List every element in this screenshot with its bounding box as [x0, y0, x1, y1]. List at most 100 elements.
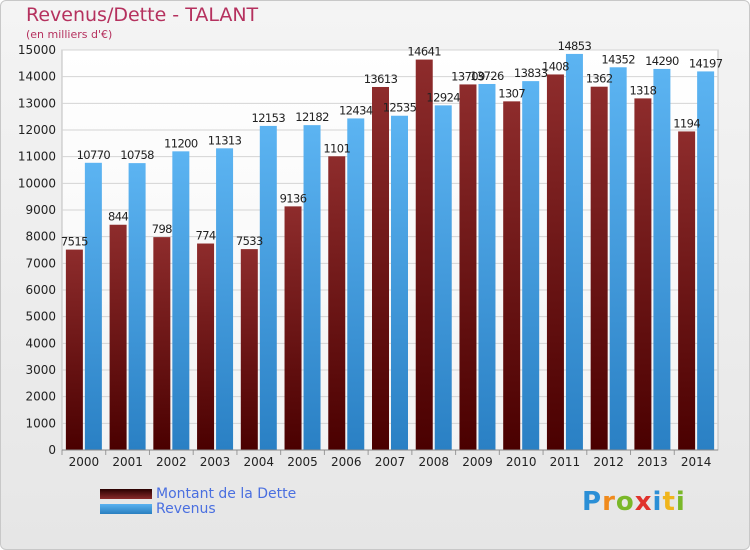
x-tick-label: 2004: [244, 455, 275, 469]
y-tick-label: 13000: [18, 96, 56, 110]
y-tick-label: 2000: [25, 390, 56, 404]
data-label: 1362: [586, 72, 613, 86]
x-tick-label: 2014: [681, 455, 712, 469]
data-label: 11313: [208, 133, 242, 147]
data-label: 13709: [451, 69, 485, 83]
bar-revenus: [522, 81, 540, 451]
data-label: 12535: [383, 101, 417, 115]
bar-dette: [328, 156, 346, 450]
bar-dette: [197, 243, 215, 450]
y-tick-label: 5000: [25, 310, 56, 324]
bar-dette: [503, 101, 521, 451]
x-tick-label: 2002: [156, 455, 187, 469]
x-tick-label: 2009: [462, 455, 493, 469]
x-tick-label: 2003: [200, 455, 231, 469]
data-label: 12434: [339, 103, 373, 117]
x-tick-label: 2013: [637, 455, 668, 469]
x-tick-label: 2007: [375, 455, 406, 469]
data-label: 9136: [280, 191, 307, 205]
y-tick-label: 12000: [18, 123, 56, 137]
data-label: 798: [152, 222, 172, 236]
bar-dette: [284, 206, 302, 450]
x-tick-label: 2001: [112, 455, 143, 469]
y-tick-label: 3000: [25, 363, 56, 377]
data-label: 14197: [689, 56, 723, 70]
data-label: 1101: [323, 141, 350, 155]
bar-dette: [590, 86, 608, 451]
data-label: 14290: [645, 54, 679, 68]
data-label: 1194: [673, 116, 700, 130]
data-label: 12153: [252, 111, 286, 125]
logo-letter: P: [582, 487, 603, 517]
bar-revenus: [216, 148, 234, 450]
logo-letter: i: [652, 487, 663, 517]
data-label: 1408: [542, 59, 569, 73]
bar-revenus: [172, 151, 190, 451]
bar-dette: [546, 74, 564, 450]
bar-revenus: [653, 68, 671, 450]
bar-dette: [415, 59, 433, 450]
y-tick-label: 14000: [18, 70, 56, 84]
legend-label-dette: Montant de la Dette: [156, 486, 297, 502]
y-tick-label: 6000: [25, 283, 56, 297]
bar-revenus: [391, 115, 408, 450]
x-tick-label: 2006: [331, 455, 362, 469]
x-tick-label: 2011: [550, 455, 581, 469]
x-tick-label: 2010: [506, 455, 537, 469]
bar-revenus: [609, 67, 627, 450]
y-tick-label: 9000: [25, 203, 56, 217]
data-label: 7533: [236, 234, 263, 248]
y-tick-label: 4000: [25, 336, 56, 350]
bar-revenus: [128, 163, 146, 450]
bar-dette: [240, 249, 258, 450]
logo-letter: o: [615, 487, 635, 517]
legend-swatch-dette: [100, 489, 152, 499]
bar-revenus: [259, 125, 277, 451]
data-label: 774: [195, 229, 215, 243]
logo-letter: i: [675, 487, 686, 517]
data-label: 1307: [498, 86, 525, 100]
y-tick-label: 11000: [18, 150, 56, 164]
data-label: 12182: [295, 110, 329, 124]
bar-revenus: [478, 83, 496, 451]
legend-item-dette: Montant de la Dette: [100, 486, 296, 502]
bar-dette: [678, 131, 696, 450]
data-label: 11200: [164, 136, 198, 150]
legend-item-revenus: Revenus: [100, 501, 216, 517]
bar-revenus: [697, 71, 715, 450]
data-label: 14853: [558, 39, 592, 53]
bar-dette: [372, 86, 389, 450]
plot-area: [61, 49, 719, 451]
data-label: 10770: [77, 148, 111, 162]
x-tick-label: 2005: [287, 455, 318, 469]
data-label: 13833: [514, 66, 548, 80]
x-tick-label: 2008: [418, 455, 449, 469]
y-tick-label: 1000: [25, 416, 56, 430]
legend-swatch-revenus: [100, 504, 152, 514]
data-label: 13726: [470, 69, 504, 83]
logo-letter: x: [634, 487, 653, 517]
bar-dette: [459, 84, 477, 450]
bar-dette: [634, 98, 652, 451]
logo-letter: t: [662, 487, 676, 517]
y-tick-label: 7000: [25, 256, 56, 270]
bar-dette: [153, 237, 171, 450]
y-tick-label: 0: [48, 443, 56, 457]
y-tick-label: 10000: [18, 176, 56, 190]
y-tick-label: 15000: [18, 43, 56, 57]
data-label: 12924: [426, 90, 460, 104]
data-label: 14352: [601, 52, 635, 66]
y-tick-label: 8000: [25, 230, 56, 244]
chart-subtitle: (en milliers d'€): [26, 28, 113, 41]
x-tick-label: 2000: [69, 455, 100, 469]
bar-dette: [109, 224, 127, 450]
bar-revenus: [347, 118, 365, 450]
logo-letter: r: [602, 487, 616, 517]
bar-revenus: [565, 53, 583, 451]
chart-title: Revenus/Dette - TALANT: [26, 4, 259, 26]
data-label: 844: [108, 210, 128, 224]
x-tick-label: 2012: [593, 455, 624, 469]
legend-label-revenus: Revenus: [156, 501, 216, 517]
bar-dette: [65, 249, 83, 450]
